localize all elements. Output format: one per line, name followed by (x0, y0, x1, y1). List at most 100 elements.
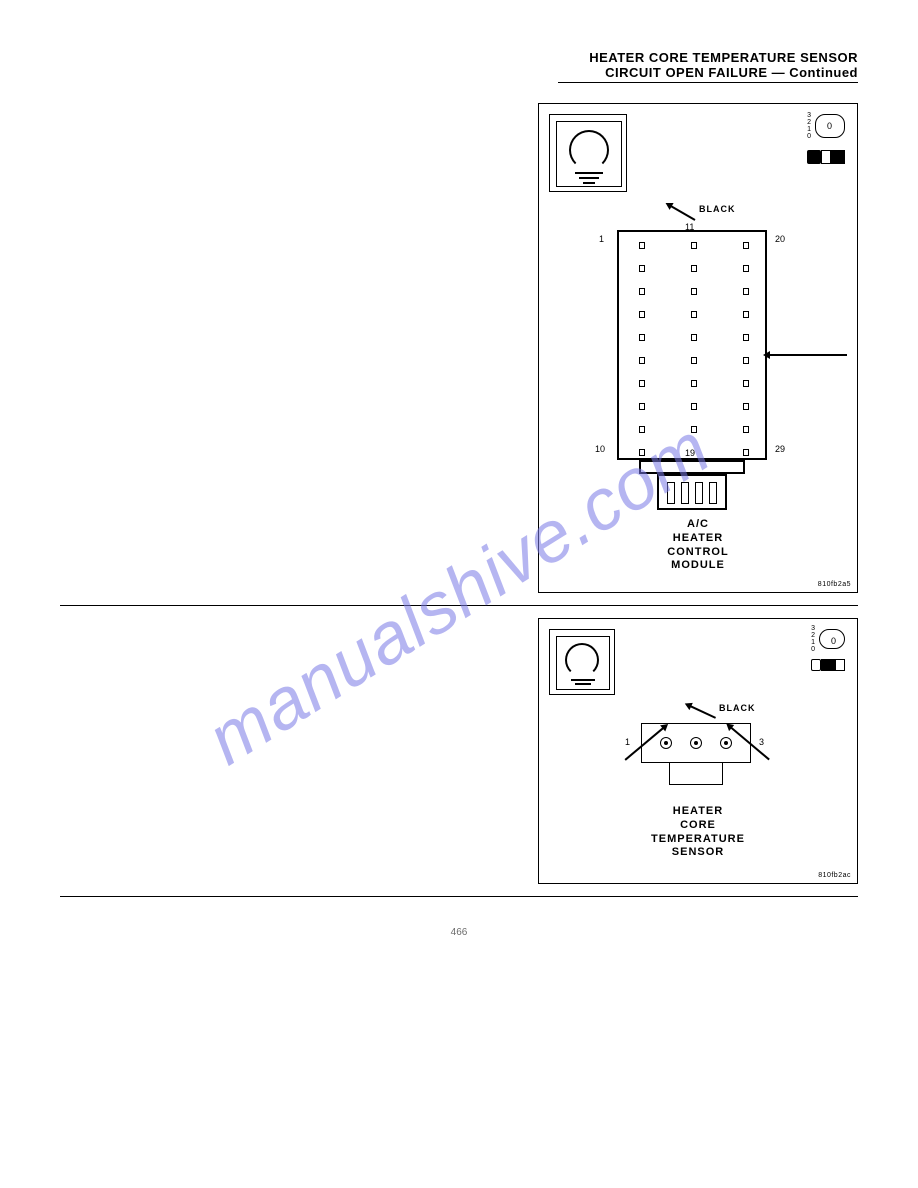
module-line-4: SENSOR (539, 846, 857, 860)
pin (639, 242, 645, 249)
row-1: 3 2 1 0 BLACK (60, 103, 858, 593)
selector-knob-icon (815, 114, 845, 138)
connector-body (617, 230, 767, 460)
module-line-1: HEATER (539, 805, 857, 819)
pin-label-11: 11 (685, 222, 694, 232)
module-line-2: HEATER (539, 532, 857, 546)
page-header: HEATER CORE TEMPERATURE SENSOR CIRCUIT O… (60, 50, 858, 83)
black-label: BLACK (699, 204, 736, 214)
pin (691, 311, 697, 318)
plug-slot (681, 482, 689, 504)
section-divider-1 (60, 605, 858, 606)
pin (743, 334, 749, 341)
sensor-terminal-3 (720, 737, 732, 749)
pin (743, 311, 749, 318)
instructions-col-1 (60, 103, 538, 593)
ohmmeter-icon (549, 114, 627, 192)
row-2: 3 2 1 0 BLACK (60, 618, 858, 884)
pin (691, 380, 697, 387)
pin (743, 265, 749, 272)
module-line-1: A/C (539, 518, 857, 532)
pin (639, 426, 645, 433)
pin (639, 311, 645, 318)
pin-label-19: 19 (685, 448, 695, 458)
sensor-base (669, 763, 723, 785)
plug-part-a (811, 659, 821, 671)
pin (691, 242, 697, 249)
header-rule (558, 82, 858, 83)
pin (743, 242, 749, 249)
module-line-2: CORE (539, 819, 857, 833)
black-label-2: BLACK (719, 703, 756, 713)
plug-slot (695, 482, 703, 504)
pin (639, 380, 645, 387)
tick-3: 3 (811, 625, 815, 632)
pin (691, 334, 697, 341)
pin (639, 334, 645, 341)
connector-plug-icon (807, 150, 847, 166)
tick-1: 1 (811, 639, 815, 646)
pin (639, 403, 645, 410)
pin (639, 357, 645, 364)
page-number: 466 (60, 927, 858, 938)
ground-bar-1 (571, 679, 595, 681)
diagram-2: 3 2 1 0 BLACK (538, 618, 858, 884)
ground-bar-3 (583, 182, 595, 184)
knob-ticks-2: 3 2 1 0 (811, 625, 815, 653)
side-arrow (769, 354, 847, 356)
plug-part-a (807, 150, 821, 164)
ohmmeter-inner (556, 121, 622, 187)
diagram-col-1: 3 2 1 0 BLACK (538, 103, 858, 593)
module-line-3: TEMPERATURE (539, 833, 857, 847)
omega-icon (565, 643, 599, 677)
ohmmeter-icon (549, 629, 615, 695)
omega-icon (569, 130, 609, 170)
black-arrow (671, 205, 696, 220)
figure-id: 810fb2a5 (818, 581, 851, 588)
diagram-col-2: 3 2 1 0 BLACK (538, 618, 858, 884)
ground-bar-2 (579, 177, 599, 179)
header-line-1: HEATER CORE TEMPERATURE SENSOR (60, 50, 858, 65)
sensor-terminal-2 (690, 737, 702, 749)
pin-label-1: 1 (599, 234, 604, 244)
pin (743, 288, 749, 295)
pin (743, 380, 749, 387)
instructions-col-2 (60, 618, 538, 884)
pin (743, 403, 749, 410)
plug-part-b (821, 659, 835, 671)
pin-label-20: 20 (775, 234, 785, 244)
plug-slot (667, 482, 675, 504)
pin (639, 449, 645, 456)
diagram-1: 3 2 1 0 BLACK (538, 103, 858, 593)
module-line-3: CONTROL (539, 546, 857, 560)
plug-part-c (835, 659, 845, 671)
tick-0: 0 (811, 646, 815, 653)
plug-slot (709, 482, 717, 504)
pin (691, 426, 697, 433)
pin (691, 288, 697, 295)
black-arrow-2 (690, 705, 716, 718)
tick-2: 2 (807, 119, 811, 126)
plug-part-b (821, 150, 831, 164)
pin (743, 357, 749, 364)
knob-ticks: 3 2 1 0 (807, 112, 811, 140)
pin-label-1: 1 (625, 737, 630, 747)
tick-2: 2 (811, 632, 815, 639)
connector-plug (657, 474, 727, 510)
pin (691, 403, 697, 410)
pin (639, 265, 645, 272)
ohmmeter-inner (556, 636, 610, 690)
ground-bar-2 (575, 683, 591, 685)
pin (743, 426, 749, 433)
section-divider-2 (60, 896, 858, 897)
pin (639, 288, 645, 295)
connector-plug-icon (811, 659, 847, 673)
page: HEATER CORE TEMPERATURE SENSOR CIRCUIT O… (0, 0, 918, 988)
header-line-2: CIRCUIT OPEN FAILURE — Continued (60, 65, 858, 80)
tick-1: 1 (807, 126, 811, 133)
figure-id-2: 810fb2ac (818, 872, 851, 879)
tick-3: 3 (807, 112, 811, 119)
ground-bar-1 (575, 172, 603, 174)
pin (691, 357, 697, 364)
tick-0: 0 (807, 133, 811, 140)
